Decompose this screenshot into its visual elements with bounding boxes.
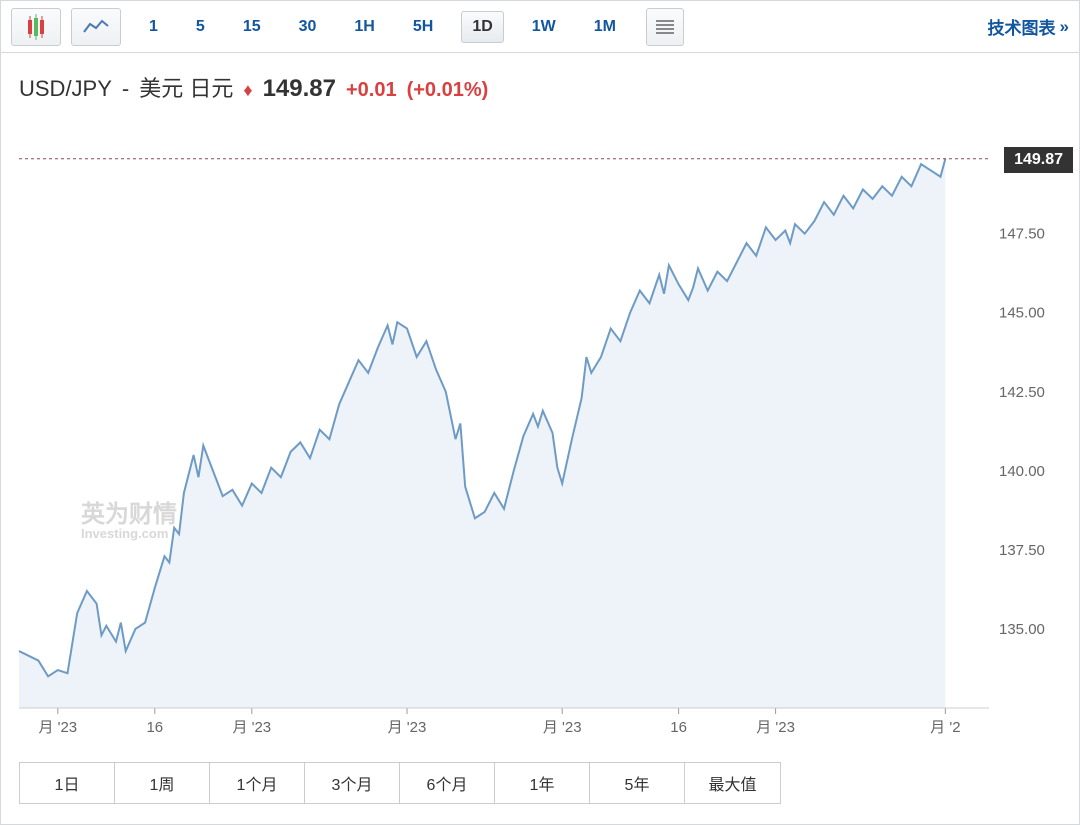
svg-text:月 '23: 月 '23: [388, 719, 427, 736]
svg-text:16: 16: [146, 719, 163, 736]
price-chart[interactable]: 135.00 137.50 140.00 142.50 145.00 147.50 月 '2…: [11, 113, 1069, 748]
svg-text:月 '23: 月 '23: [38, 719, 77, 736]
candlestick-icon: [28, 18, 44, 36]
watermark: 英为财情 Investing.com: [81, 503, 177, 540]
symbol-label: USD/JPY: [19, 76, 112, 102]
pair-name: 美元 日元: [139, 71, 233, 103]
timeframe-5H[interactable]: 5H: [403, 12, 443, 42]
period-btn[interactable]: 1个月: [210, 763, 305, 803]
timeframe-1D[interactable]: 1D: [461, 11, 503, 43]
line-chart-button[interactable]: [71, 8, 121, 46]
line-chart-icon: [82, 18, 110, 36]
price-change: +0.01: [346, 79, 397, 102]
svg-text:145.00: 145.00: [999, 305, 1045, 322]
arrow-up-icon: ♦: [243, 80, 252, 101]
news-icon: [656, 18, 674, 36]
current-price-badge: 149.87: [1004, 147, 1073, 173]
news-button[interactable]: [646, 8, 684, 46]
timeframe-5[interactable]: 5: [186, 12, 215, 42]
period-btn[interactable]: 5年: [590, 763, 685, 803]
timeframe-1W[interactable]: 1W: [522, 12, 566, 42]
svg-text:142.50: 142.50: [999, 384, 1045, 401]
period-btn[interactable]: 1年: [495, 763, 590, 803]
timeframe-1H[interactable]: 1H: [344, 12, 384, 42]
svg-text:月 '23: 月 '23: [756, 719, 795, 736]
svg-text:月 '23: 月 '23: [543, 719, 582, 736]
price-change-pct: (+0.01%): [407, 79, 489, 102]
period-bar: 1日1周1个月3个月6个月1年5年最大值: [1, 748, 1079, 824]
separator: -: [122, 76, 129, 102]
svg-text:140.00: 140.00: [999, 463, 1045, 480]
svg-text:137.50: 137.50: [999, 542, 1045, 559]
tech-chart-label: 技术图表: [988, 14, 1056, 39]
svg-text:月 '23: 月 '23: [232, 719, 271, 736]
period-btn[interactable]: 6个月: [400, 763, 495, 803]
chart-container: 15 15 30 1H 5H 1D 1W 1M 技术图表 » USD/JPY - 美元 日元 …: [0, 0, 1080, 825]
last-price: 149.87: [263, 75, 336, 103]
period-btn[interactable]: 1周: [115, 763, 210, 803]
timeframe-30[interactable]: 30: [289, 12, 327, 42]
chevron-right-icon: »: [1060, 17, 1069, 37]
svg-text:135.00: 135.00: [999, 621, 1045, 638]
period-btn[interactable]: 1日: [20, 763, 115, 803]
candlestick-chart-button[interactable]: [11, 8, 61, 46]
svg-text:月 '2: 月 '2: [930, 719, 960, 736]
toolbar: 15 15 30 1H 5H 1D 1W 1M 技术图表 »: [1, 1, 1079, 53]
price-header: USD/JPY - 美元 日元 ♦ 149.87 +0.01 (+0.01%): [1, 53, 1079, 113]
period-btn[interactable]: 3个月: [305, 763, 400, 803]
chart-area: 135.00 137.50 140.00 142.50 145.00 147.50 月 '2…: [11, 113, 1069, 748]
period-buttons: 1日1周1个月3个月6个月1年5年最大值: [19, 762, 781, 804]
period-btn[interactable]: 最大值: [685, 763, 780, 803]
timeframe-group: 15 15 30 1H 5H 1D 1W 1M: [139, 11, 626, 43]
svg-text:147.50: 147.50: [999, 226, 1045, 243]
timeframe-15[interactable]: 15: [233, 12, 271, 42]
timeframe-1M[interactable]: 1M: [584, 12, 626, 42]
timeframe-1[interactable]: 1: [139, 12, 168, 42]
svg-text:16: 16: [670, 719, 687, 736]
watermark-top: 英为财情: [81, 501, 177, 528]
watermark-bottom: Investing.com: [81, 527, 177, 540]
technical-chart-link[interactable]: 技术图表 »: [988, 14, 1069, 39]
